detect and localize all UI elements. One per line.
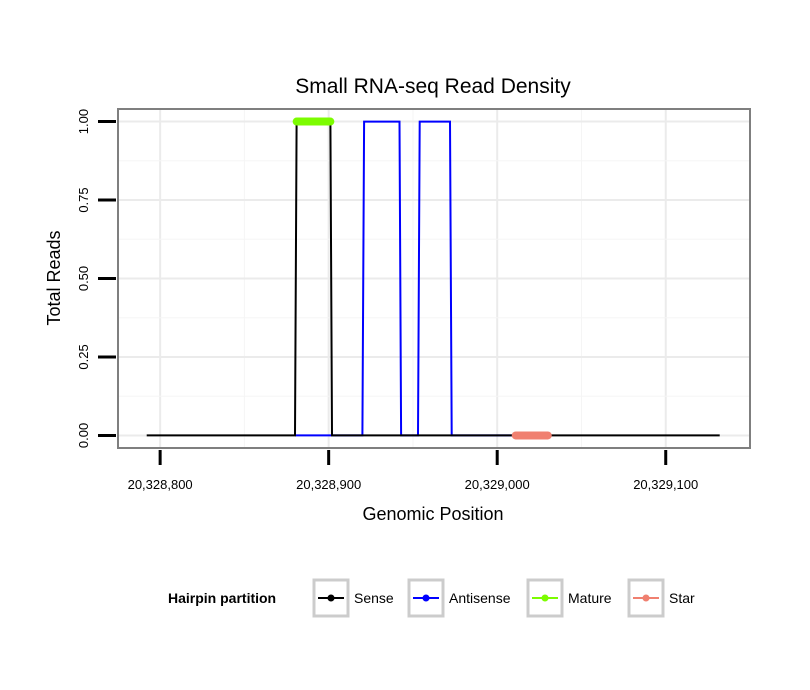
- x-tick-label: 20,329,100: [633, 477, 698, 492]
- chart-title: Small RNA-seq Read Density: [295, 75, 571, 98]
- legend-label-antisense: Antisense: [449, 590, 511, 606]
- y-tick-label: 0.00: [76, 423, 91, 448]
- legend-key-point-star: [642, 594, 650, 602]
- legend: Hairpin partition Sense Antisense Mature Sta…: [168, 578, 695, 618]
- x-tick-label: 20,328,800: [128, 477, 193, 492]
- legend-title: Hairpin partition: [168, 590, 276, 606]
- y-axis-title: Total Reads: [44, 230, 64, 325]
- y-tick-label: 1.00: [76, 109, 91, 134]
- series: [146, 117, 720, 440]
- y-tick-label: 0.50: [76, 266, 91, 291]
- legend-label-mature: Mature: [568, 590, 612, 606]
- y-tick-label: 0.25: [76, 344, 91, 369]
- plot-panel-border: [117, 108, 751, 449]
- y-tick-label: 0.75: [76, 187, 91, 212]
- legend-key-point-sense: [327, 594, 335, 602]
- grid: [118, 109, 750, 448]
- axes: 20,328,800 20,328,900 20,329,000 20,329,100…: [76, 109, 698, 492]
- legend-key-point-mature: [541, 594, 549, 602]
- legend-label-sense: Sense: [354, 590, 394, 606]
- legend-label-star: Star: [669, 590, 695, 606]
- x-tick-label: 20,329,000: [465, 477, 530, 492]
- legend-key-point-antisense: [422, 594, 430, 602]
- x-tick-label: 20,328,900: [296, 477, 361, 492]
- x-axis-title: Genomic Position: [362, 504, 503, 524]
